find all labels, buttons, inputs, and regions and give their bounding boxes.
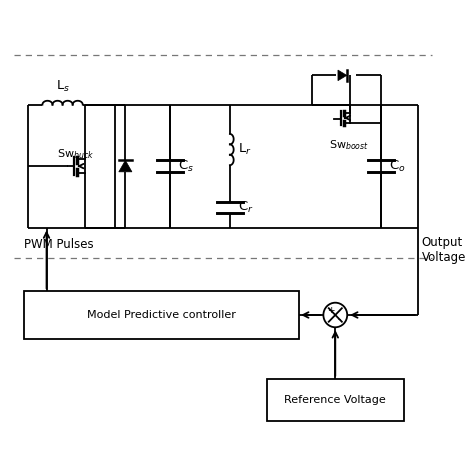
FancyBboxPatch shape [266, 379, 404, 421]
Text: C$_o$: C$_o$ [389, 159, 406, 173]
FancyBboxPatch shape [24, 292, 299, 338]
Text: PWM Pulses: PWM Pulses [24, 238, 93, 251]
Text: Reference Voltage: Reference Voltage [284, 395, 386, 405]
Text: L$_s$: L$_s$ [55, 79, 70, 94]
Text: L$_r$: L$_r$ [238, 142, 252, 157]
Text: C$_s$: C$_s$ [178, 159, 194, 173]
Text: Model Predictive controller: Model Predictive controller [87, 310, 236, 320]
Text: Sw$_{buck}$: Sw$_{buck}$ [57, 147, 94, 161]
Text: Sw$_{boost}$: Sw$_{boost}$ [329, 138, 369, 152]
Polygon shape [338, 70, 347, 81]
Text: Output
Voltage: Output Voltage [421, 236, 466, 264]
Text: +: + [328, 306, 335, 315]
Text: -: - [338, 315, 341, 324]
Text: C$_r$: C$_r$ [238, 200, 254, 215]
Polygon shape [119, 160, 132, 172]
